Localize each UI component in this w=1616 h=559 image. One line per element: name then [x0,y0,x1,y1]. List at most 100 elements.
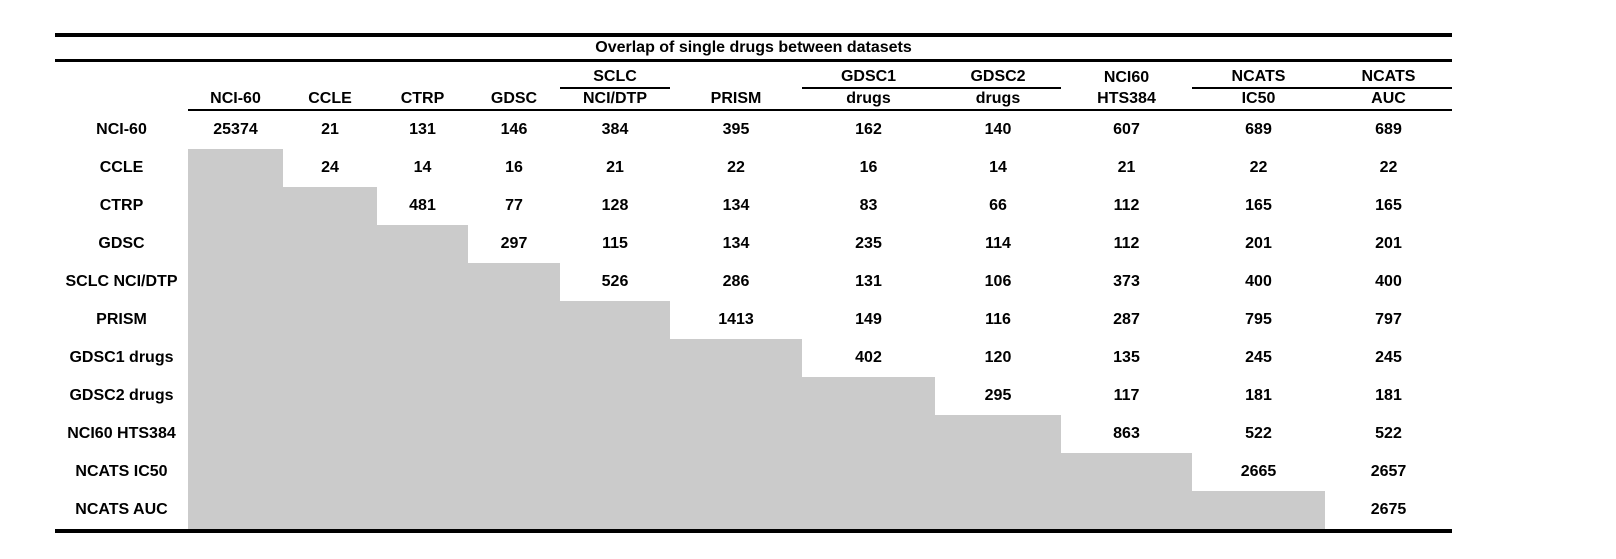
lower-triangle-cell [283,453,377,491]
column-header: GDSC [468,88,560,111]
lower-triangle-cell [468,263,560,301]
column-group-label: GDSC2 [935,60,1061,89]
column-group-label [670,61,802,89]
value-cell: 120 [984,349,1012,366]
value-cell: 522 [1245,425,1272,442]
lower-triangle-cell [468,415,560,453]
column-group-label [283,61,377,89]
value-cell: 689 [1245,121,1272,138]
row-label: NCI-60 [96,120,147,138]
lower-triangle-cell [283,491,377,533]
value-cell: 83 [859,197,878,214]
value-cell: 106 [984,273,1012,290]
lower-triangle-cell [468,491,560,533]
lower-triangle-cell [1192,491,1325,533]
value-cell: 115 [602,235,628,252]
lower-triangle-cell [935,453,1061,491]
lower-triangle-cell [560,415,670,453]
value-cell: 134 [722,235,750,252]
value-cell: 165 [1245,197,1272,214]
column-header: CCLE [283,88,377,111]
value-cell: 295 [984,387,1012,404]
value-cell: 22 [1249,159,1268,176]
lower-triangle-cell [188,225,283,263]
lower-triangle-cell [283,377,377,415]
lower-triangle-cell [560,491,670,533]
value-cell: 112 [1113,197,1140,214]
table-row: NCATS AUC 2675 [55,491,1453,533]
value-cell: 116 [985,311,1011,328]
value-cell: 286 [722,273,750,290]
value-cell: 287 [1113,311,1140,328]
lower-triangle-cell [1061,491,1192,533]
column-group-label: NCI60 [1103,69,1150,86]
column-header: PRISM [670,88,802,111]
column-header: NCI/DTP [560,88,670,111]
lower-triangle-cell [670,491,802,533]
value-cell: 21 [1117,159,1136,176]
column-group-label [468,61,560,89]
lower-triangle-cell [377,263,468,301]
lower-triangle-cell [670,339,802,377]
lower-triangle-cell [377,377,468,415]
header-spacer [55,61,188,89]
lower-triangle-cell [468,453,560,491]
lower-triangle-cell [802,377,935,415]
value-cell: 22 [727,159,745,176]
value-cell: 235 [855,235,882,252]
row-label: NCI60 HTS384 [67,425,176,442]
value-cell: 797 [1375,311,1402,328]
value-cell: 2665 [1240,463,1277,480]
table-body: NCI-60 25374 21 131 146 384 395 162 140 607 689 689… [55,110,1453,533]
table-row: GDSC2 drugs 295 117 181 181 [55,377,1452,415]
lower-triangle-cell [560,377,670,415]
lower-triangle-cell [468,377,560,415]
value-cell: 201 [1245,235,1272,252]
row-label: SCLC NCI/DTP [65,273,178,290]
value-cell: 181 [1245,387,1272,404]
value-cell: 131 [409,121,436,138]
value-cell: 607 [1113,121,1140,138]
column-group-label [377,61,468,89]
column-header: CTRP [377,88,468,111]
lower-triangle-cell [188,491,283,533]
value-cell: 181 [1375,387,1402,404]
lower-triangle-cell [188,377,283,415]
lower-triangle-cell [670,377,802,415]
lower-triangle-cell [377,453,468,491]
table-row: NCI60 HTS384 863 522 522 [55,415,1452,453]
lower-triangle-cell [560,339,670,377]
lower-triangle-cell [283,301,377,339]
lower-triangle-cell [188,263,283,301]
value-cell: 14 [989,159,1007,176]
column-header: IC50 [1192,88,1325,111]
column-header: drugs [802,88,935,111]
title-row: Overlap of single drugs between datasets [55,33,1453,62]
value-cell: 146 [500,121,528,138]
value-cell: 135 [1113,349,1140,366]
lower-triangle-cell [1061,453,1192,491]
value-cell: 400 [1375,273,1402,290]
row-label: PRISM [96,311,147,328]
value-cell: 201 [1375,235,1402,252]
column-group-label: NCATS [1192,60,1325,89]
column-group-label: NCATS [1325,60,1453,89]
table-title: Overlap of single drugs between datasets [55,33,1453,62]
lower-triangle-cell [188,187,283,225]
lower-triangle-cell [283,263,377,301]
column-header: drugs [935,88,1061,111]
row-label: CCLE [99,159,144,176]
value-cell: 526 [601,273,629,290]
value-cell: 149 [855,311,882,328]
table-row: CTRP 481 77 128 134 83 66 112 165 165 [55,187,1452,225]
table-row: NCATS IC50 2665 2657 [55,453,1452,491]
row-label: GDSC [98,235,145,252]
table-row: NCI-60 25374 21 131 146 384 395 162 140 607 689 689 [55,110,1452,149]
lower-triangle-cell [188,415,283,453]
lower-triangle-cell [283,339,377,377]
row-label: GDSC2 drugs [69,387,174,404]
value-cell: 400 [1245,273,1272,290]
value-cell: 21 [606,159,624,176]
lower-triangle-cell [188,339,283,377]
value-cell: 1413 [718,311,754,328]
